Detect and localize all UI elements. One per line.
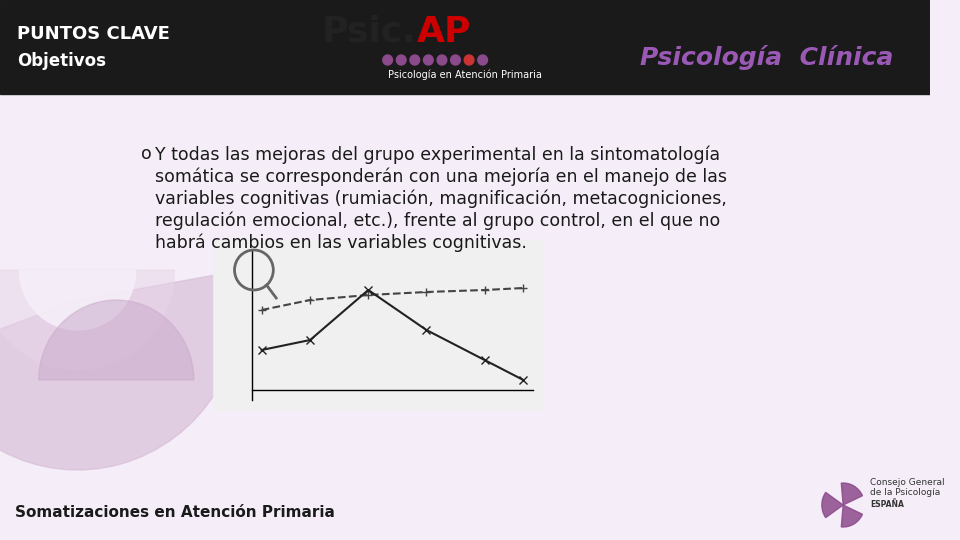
Bar [0,0,930,94]
Text: regulación emocional, etc.), frente al grupo control, en el que no: regulación emocional, etc.), frente al g… [156,211,720,230]
Circle shape [437,55,446,65]
Wedge shape [822,492,843,518]
Wedge shape [841,483,862,505]
Text: variables cognitivas (rumiación, magnificación, metacogniciones,: variables cognitivas (rumiación, magnifi… [156,189,727,207]
Text: Y todas las mejoras del grupo experimental en la sintomatología: Y todas las mejoras del grupo experiment… [156,145,720,164]
Text: Somatizaciones en Atención Primaria: Somatizaciones en Atención Primaria [14,505,334,520]
Text: Jornada: Jornada [669,10,815,43]
Text: de la Psicología: de la Psicología [871,488,941,497]
Text: somática se corresponderán con una mejoría en el manejo de las: somática se corresponderán con una mejor… [156,167,727,186]
Circle shape [465,55,474,65]
Wedge shape [0,270,175,370]
Text: Psicología en Atención Primaria: Psicología en Atención Primaria [388,70,542,80]
Wedge shape [0,271,242,470]
Text: de: de [833,18,854,36]
Text: PUNTOS CLAVE: PUNTOS CLAVE [17,25,170,43]
Bar [0,94,930,540]
Circle shape [423,55,433,65]
Text: Psicología  Clínica: Psicología Clínica [639,45,893,70]
Text: Objetivos: Objetivos [17,52,107,70]
Wedge shape [38,300,194,380]
Text: en Atención Primaria: en Atención Primaria [639,70,901,90]
Text: Consejo General: Consejo General [871,478,945,487]
Circle shape [450,55,461,65]
Circle shape [410,55,420,65]
Text: habrá cambios en las variables cognitivas.: habrá cambios en las variables cognitiva… [156,233,527,252]
Bar [213,240,542,410]
Text: IV: IV [630,10,687,44]
Wedge shape [19,270,135,330]
Text: AP: AP [417,15,471,49]
Text: Psic.: Psic. [322,15,417,49]
Circle shape [396,55,406,65]
Circle shape [383,55,393,65]
Wedge shape [841,505,862,527]
Text: ESPAÑA: ESPAÑA [871,500,904,509]
Text: o: o [140,145,152,163]
Circle shape [478,55,488,65]
